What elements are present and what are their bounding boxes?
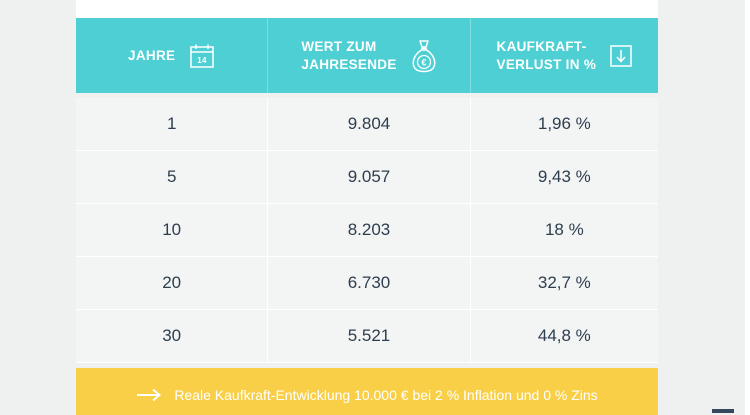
right-edge [745, 0, 750, 415]
cell-wert: 5.521 [268, 310, 471, 362]
table-row: 30 5.521 44,8 % [76, 310, 658, 363]
table-body: 1 9.804 1,96 % 5 9.057 9,43 % 10 8.203 1… [76, 98, 658, 363]
corner-mark [712, 409, 734, 413]
cell-jahre: 20 [76, 257, 269, 309]
arrow-right-icon [136, 388, 162, 402]
table-row: 5 9.057 9,43 % [76, 151, 658, 204]
header-jahre: Jahre 14 [76, 18, 269, 93]
cell-jahre: 10 [76, 204, 269, 256]
table-header: Jahre 14 Wert zum Jahresende [76, 18, 658, 93]
cell-wert: 8.203 [268, 204, 471, 256]
footer-text: Reale Kaufkraft-Entwicklung 10.000 € bei… [174, 386, 598, 403]
cell-verlust: 1,96 % [537, 114, 591, 133]
header-verlust: Kaufkraft- verlust in % [471, 18, 658, 93]
cell-jahre: 5 [76, 151, 269, 203]
cell-wert: 6.730 [268, 257, 471, 309]
cell-verlust: 44,8 % [537, 326, 591, 345]
cell-jahre: 30 [76, 310, 269, 362]
table-footer-caption: Reale Kaufkraft-Entwicklung 10.000 € bei… [76, 368, 658, 415]
calendar-icon: 14 [189, 43, 215, 69]
money-bag-icon-symbol: € [421, 57, 426, 67]
header-wert-label: Wert zum Jahresende [301, 38, 397, 72]
purchasing-power-table: Jahre 14 Wert zum Jahresende [76, 18, 658, 415]
cell-wert: 9.804 [268, 98, 471, 150]
money-bag-icon: € [411, 39, 437, 73]
table-row: 1 9.804 1,96 % [76, 98, 658, 151]
header-jahre-label: Jahre [128, 47, 176, 63]
cell-wert: 9.057 [268, 151, 471, 203]
cell-verlust: 9,43 % [537, 167, 591, 186]
table-row: 20 6.730 32,7 % [76, 257, 658, 310]
arrow-down-box-icon [610, 44, 632, 67]
calendar-icon-number: 14 [198, 56, 208, 65]
header-verlust-label: Kaufkraft- verlust in % [496, 38, 597, 72]
table-row: 10 8.203 18 % [76, 204, 658, 257]
top-strip [76, 0, 658, 18]
cell-jahre: 1 [76, 98, 269, 150]
cell-verlust: 18 % [544, 220, 584, 239]
header-wert: Wert zum Jahresende € [268, 18, 471, 93]
cell-verlust: 32,7 % [537, 273, 591, 292]
